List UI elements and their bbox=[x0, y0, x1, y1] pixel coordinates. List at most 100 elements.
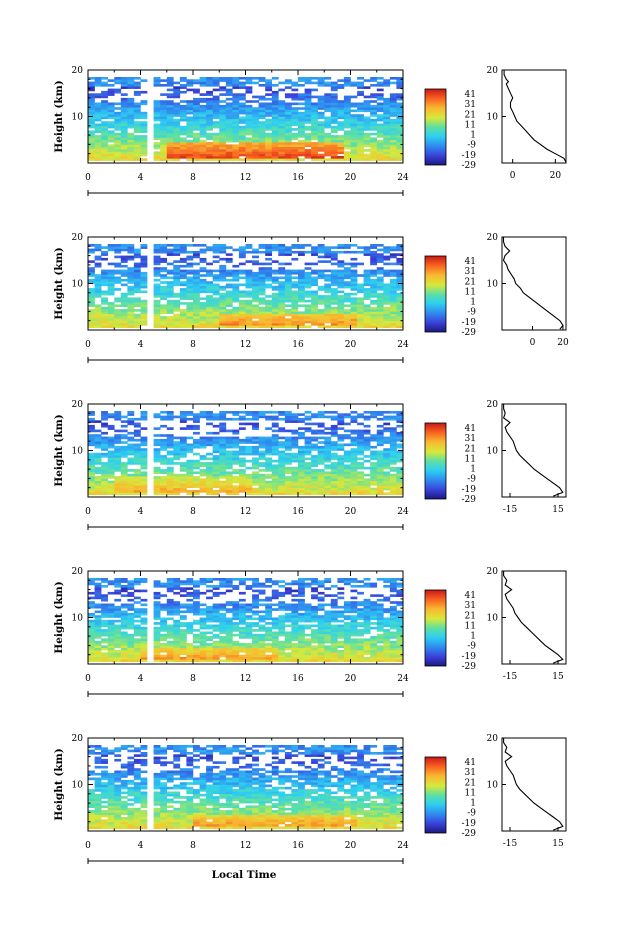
heatmap-cell bbox=[94, 596, 102, 600]
heatmap-cell bbox=[271, 142, 279, 145]
heatmap-cell bbox=[133, 255, 141, 259]
heatmap-cell bbox=[166, 626, 174, 630]
heatmap-cell bbox=[265, 323, 273, 326]
heatmap-cell bbox=[153, 610, 161, 614]
heatmap-cell bbox=[389, 411, 397, 414]
heatmap-cell bbox=[225, 253, 233, 256]
heatmap-cell bbox=[212, 318, 220, 322]
heatmap-cell bbox=[389, 149, 397, 152]
heatmap-cell bbox=[363, 121, 371, 124]
heatmap-cell bbox=[88, 123, 95, 127]
heatmap-cell bbox=[396, 104, 404, 108]
heatmap-cell bbox=[127, 445, 135, 449]
heatmap-cell bbox=[291, 483, 299, 486]
heatmap-cell bbox=[265, 135, 273, 138]
heatmap-cell bbox=[291, 118, 299, 122]
heatmap-cell bbox=[284, 274, 292, 277]
heatmap-cell bbox=[101, 647, 108, 651]
heatmap-cell bbox=[298, 114, 305, 117]
heatmap-cell bbox=[94, 622, 102, 625]
heatmap-cell bbox=[330, 253, 338, 256]
heatmap-cell bbox=[179, 151, 187, 155]
heatmap-cell bbox=[304, 88, 312, 92]
heatmap-cell bbox=[101, 585, 108, 588]
heatmap-cell bbox=[88, 88, 95, 92]
heatmap-cell bbox=[160, 594, 168, 597]
heatmap-cell bbox=[278, 285, 286, 289]
heatmap-cell bbox=[179, 645, 187, 649]
heatmap-cell bbox=[133, 615, 141, 618]
heatmap-cell bbox=[258, 455, 266, 458]
heatmap-cell bbox=[363, 417, 371, 421]
heatmap-cell bbox=[153, 304, 161, 308]
heatmap-cell bbox=[94, 158, 102, 161]
heatmap-cell bbox=[317, 297, 325, 301]
heatmap-cell bbox=[298, 304, 305, 308]
heatmap-cell bbox=[389, 490, 397, 493]
heatmap-cell bbox=[133, 285, 141, 289]
heatmap-cell bbox=[291, 269, 299, 273]
heatmap-cell bbox=[304, 427, 312, 430]
heatmap-cell bbox=[278, 125, 286, 129]
heatmap-cell bbox=[120, 77, 128, 80]
heatmap-cell bbox=[245, 260, 253, 263]
heatmap-cell bbox=[212, 483, 220, 486]
heatmap-cell bbox=[383, 427, 391, 430]
heatmap-cell bbox=[88, 452, 95, 456]
heatmap-cell bbox=[140, 316, 148, 319]
heatmap-cell bbox=[258, 619, 266, 623]
heatmap-cell bbox=[225, 151, 233, 155]
heatmap-cell bbox=[206, 79, 213, 82]
heatmap-cell bbox=[133, 144, 141, 148]
heatmap-cell bbox=[258, 413, 266, 416]
heatmap-cell bbox=[160, 619, 168, 623]
heatmap-cell bbox=[357, 309, 364, 312]
heatmap-cell bbox=[107, 123, 115, 127]
heatmap-cell bbox=[258, 483, 266, 486]
heatmap-cell bbox=[179, 276, 187, 280]
heatmap-cell bbox=[357, 306, 364, 310]
heatmap-cell bbox=[343, 422, 351, 426]
heatmap-cell bbox=[350, 95, 358, 99]
heatmap-cell bbox=[133, 438, 141, 442]
heatmap-cell bbox=[357, 135, 364, 138]
heatmap-cell bbox=[252, 118, 259, 122]
heatmap-cell bbox=[212, 480, 220, 484]
heatmap-cell bbox=[212, 471, 220, 475]
heatmap-cell bbox=[238, 452, 246, 456]
heatmap-cell bbox=[225, 313, 233, 317]
heatmap-cell bbox=[166, 452, 174, 456]
heatmap-cell bbox=[350, 455, 358, 458]
heatmap-cell bbox=[389, 283, 397, 287]
heatmap-cell bbox=[206, 146, 213, 150]
heatmap-cell bbox=[265, 274, 273, 277]
heatmap-cell bbox=[291, 309, 299, 312]
heatmap-cell bbox=[291, 624, 299, 628]
heatmap-cell bbox=[389, 271, 397, 275]
heatmap-cell bbox=[120, 135, 128, 138]
heatmap-cell bbox=[186, 250, 194, 254]
heatmap-cell bbox=[173, 128, 181, 131]
heatmap-cell bbox=[133, 422, 141, 426]
heatmap-cell bbox=[179, 631, 187, 635]
heatmap-cell bbox=[284, 608, 292, 611]
heatmap-cell bbox=[357, 104, 364, 108]
heatmap-cell bbox=[291, 123, 299, 127]
heatmap-cell bbox=[324, 246, 332, 249]
heatmap-cell bbox=[245, 144, 253, 148]
heatmap-cell bbox=[245, 137, 253, 141]
heatmap-cell bbox=[252, 137, 259, 141]
heatmap-cell bbox=[330, 246, 338, 249]
heatmap-cell bbox=[376, 281, 384, 284]
heatmap-cell bbox=[199, 128, 207, 131]
heatmap-cell bbox=[271, 487, 279, 491]
heatmap-cell bbox=[396, 304, 404, 308]
heatmap-cell bbox=[225, 466, 233, 470]
heatmap-cell bbox=[284, 81, 292, 85]
heatmap-cell bbox=[153, 471, 161, 475]
heatmap-cell bbox=[357, 434, 364, 437]
heatmap-cell bbox=[88, 137, 95, 141]
heatmap-cell bbox=[186, 608, 194, 611]
heatmap-cell bbox=[337, 490, 345, 493]
heatmap-cell bbox=[193, 262, 200, 266]
